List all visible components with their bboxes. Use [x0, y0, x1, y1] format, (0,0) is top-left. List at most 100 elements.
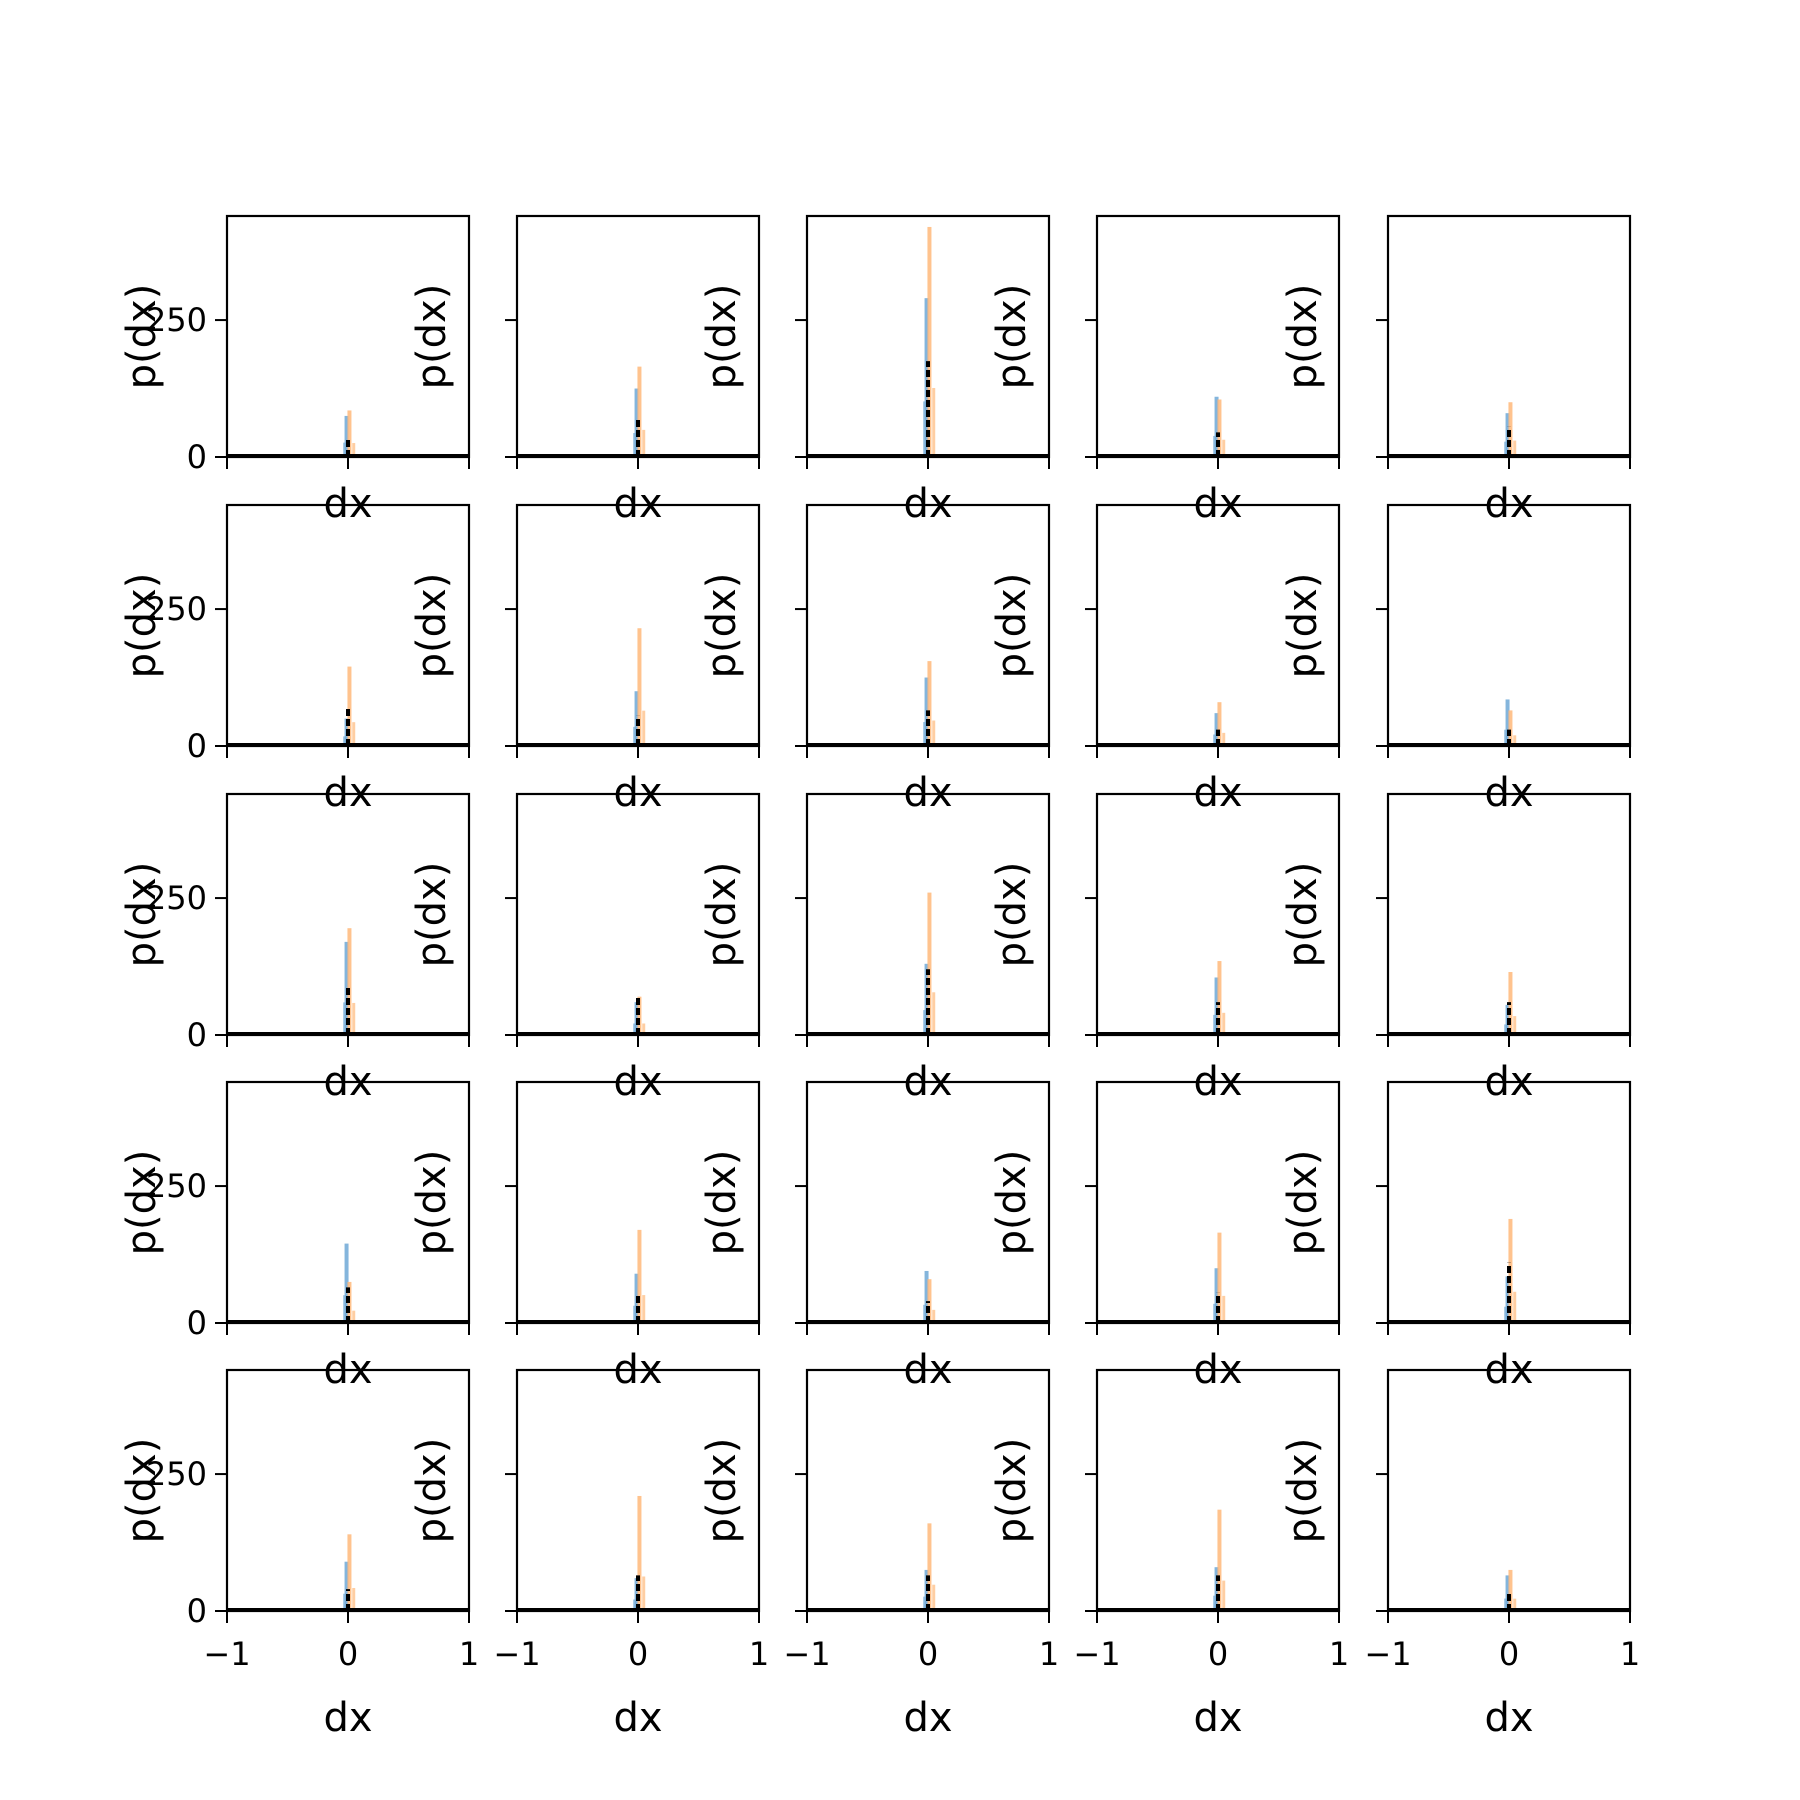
- histogram-bar-blue-shoulder: [1504, 729, 1508, 746]
- histogram-bar-orange-shoulder: [932, 992, 936, 1035]
- histogram-bar-orange-shoulder: [642, 1023, 646, 1035]
- histogram-bar-orange-shoulder: [1222, 732, 1226, 746]
- x-tick-label: −1: [1364, 1635, 1411, 1673]
- histogram-bar-orange-shoulder: [1222, 1295, 1226, 1323]
- histogram-bar-blue-shoulder: [343, 1002, 347, 1035]
- histogram-bar-blue-shoulder: [1504, 441, 1508, 457]
- x-tick-label: 1: [1620, 1635, 1640, 1673]
- x-tick-label: 0: [1499, 1635, 1519, 1673]
- histogram-bar-orange-shoulder: [1222, 1580, 1226, 1611]
- x-tick-label: −1: [783, 1635, 830, 1673]
- y-axis-label: p(dx): [699, 1150, 745, 1256]
- y-tick-label: 0: [187, 1304, 207, 1342]
- histogram-bar-orange: [1217, 1232, 1222, 1323]
- histogram-bar-blue-shoulder: [343, 1295, 347, 1323]
- histogram-bar-blue: [1214, 1268, 1219, 1323]
- y-tick-label: 0: [187, 727, 207, 765]
- histogram-bar-blue: [344, 1561, 349, 1611]
- histogram-bar-orange-shoulder: [1513, 1291, 1517, 1323]
- histogram-bar-blue: [924, 298, 929, 457]
- subplot-3-2: dxp(dx): [409, 792, 761, 1105]
- y-axis-label: p(dx): [1280, 1150, 1326, 1256]
- histogram-bar-blue: [924, 1270, 929, 1323]
- histogram-bar-orange-shoulder: [932, 1584, 936, 1611]
- histogram-bar-blue-shoulder: [343, 442, 347, 457]
- histogram-bar-orange: [1217, 702, 1222, 746]
- subplot-5-2: −1 0 1 dx p(dx): [409, 1368, 769, 1741]
- histogram-bar-blue-shoulder: [343, 1593, 347, 1611]
- histogram-bar-orange-shoulder: [352, 1587, 356, 1611]
- y-axis-label: p(dx): [119, 862, 165, 968]
- y-axis-label: p(dx): [1280, 284, 1326, 390]
- y-axis-label: p(dx): [119, 284, 165, 390]
- subplot-5-3: −1 0 1 dx p(dx): [699, 1368, 1059, 1741]
- histogram-bar-blue: [1505, 699, 1510, 746]
- histogram-bar-blue: [1505, 1575, 1510, 1611]
- y-tick-label: 250: [146, 879, 207, 917]
- histogram-bar-orange-shoulder: [1513, 1598, 1517, 1611]
- histogram-bar-orange-shoulder: [1222, 1012, 1226, 1035]
- histogram-bar-blue-shoulder: [633, 1599, 637, 1611]
- histogram-bar-blue-shoulder: [923, 1010, 927, 1035]
- y-tick-label: 250: [146, 301, 207, 339]
- histogram-bar-blue: [344, 415, 349, 457]
- y-tick-label: 250: [146, 1167, 207, 1205]
- histogram-bar-blue-shoulder: [1213, 1303, 1217, 1323]
- histogram-bar-orange: [1508, 710, 1513, 746]
- x-tick-label: −1: [203, 1635, 250, 1673]
- subplot-5-4: −1 0 1 dx p(dx): [989, 1368, 1349, 1741]
- y-axis-label: p(dx): [989, 1438, 1035, 1544]
- y-axis-label: p(dx): [699, 1438, 745, 1544]
- histogram-bar-orange-shoulder: [1513, 1016, 1517, 1035]
- histogram-bar-blue-shoulder: [633, 1023, 637, 1035]
- y-axis-label: p(dx): [119, 573, 165, 679]
- y-axis-label: p(dx): [409, 1150, 455, 1256]
- histogram-bar-orange-shoulder: [642, 1576, 646, 1611]
- x-tick-label: 0: [338, 1635, 358, 1673]
- histogram-bar-orange: [347, 928, 352, 1035]
- y-axis-label: p(dx): [409, 1438, 455, 1544]
- subplot-4-2: dxp(dx): [409, 1080, 761, 1393]
- x-tick-label: −1: [1073, 1635, 1120, 1673]
- histogram-bar-blue-shoulder: [1213, 1595, 1217, 1611]
- histogram-bar-orange: [1217, 961, 1222, 1035]
- histogram-bar-orange-shoulder: [352, 1002, 356, 1035]
- histogram-bar-blue-shoulder: [923, 1304, 927, 1323]
- histogram-bar-orange: [637, 366, 642, 457]
- histogram-bar-blue: [344, 1243, 349, 1323]
- y-tick-label: 250: [146, 590, 207, 628]
- y-axis-label: p(dx): [699, 573, 745, 679]
- histogram-bar-orange-shoulder: [642, 429, 646, 457]
- subplot-3-3: dxp(dx): [699, 792, 1051, 1105]
- x-axis-label: dx: [1193, 1695, 1242, 1741]
- subplot-5-1: 0 250 −1 0 1 dx p(dx): [119, 1368, 479, 1741]
- histogram-bar-blue-shoulder: [1504, 1306, 1508, 1323]
- histogram-bar-blue-shoulder: [923, 1596, 927, 1611]
- histogram-bar-orange-shoulder: [932, 1309, 936, 1323]
- histogram-bar-blue-shoulder: [343, 736, 347, 746]
- y-axis-label: p(dx): [989, 862, 1035, 968]
- x-axis-label: dx: [1484, 1695, 1533, 1741]
- histogram-bar-orange: [637, 996, 642, 1035]
- histogram-bar-orange: [1217, 399, 1222, 457]
- subplot-5-5: −1 0 1 dx p(dx): [1280, 1368, 1640, 1741]
- y-axis-label: p(dx): [119, 1438, 165, 1544]
- histogram-bar-blue-shoulder: [1213, 734, 1217, 746]
- histogram-bar-orange: [637, 628, 642, 746]
- histogram-bar-blue-shoulder: [1213, 1014, 1217, 1035]
- histogram-bar-orange: [347, 666, 352, 746]
- histogram-bar-blue-shoulder: [1504, 1598, 1508, 1611]
- x-tick-label: 0: [918, 1635, 938, 1673]
- histogram-bar-orange-shoulder: [642, 1295, 646, 1323]
- x-tick-label: 1: [1039, 1635, 1059, 1673]
- histogram-bar-orange: [927, 1523, 932, 1611]
- x-tick-label: −1: [493, 1635, 540, 1673]
- histogram-bar-orange-shoulder: [352, 1310, 356, 1323]
- histogram-bar-blue: [1214, 396, 1219, 457]
- y-axis-label: p(dx): [699, 862, 745, 968]
- y-axis-label: p(dx): [1280, 862, 1326, 968]
- histogram-bar-blue: [634, 691, 639, 746]
- histogram-bar-orange: [347, 1534, 352, 1611]
